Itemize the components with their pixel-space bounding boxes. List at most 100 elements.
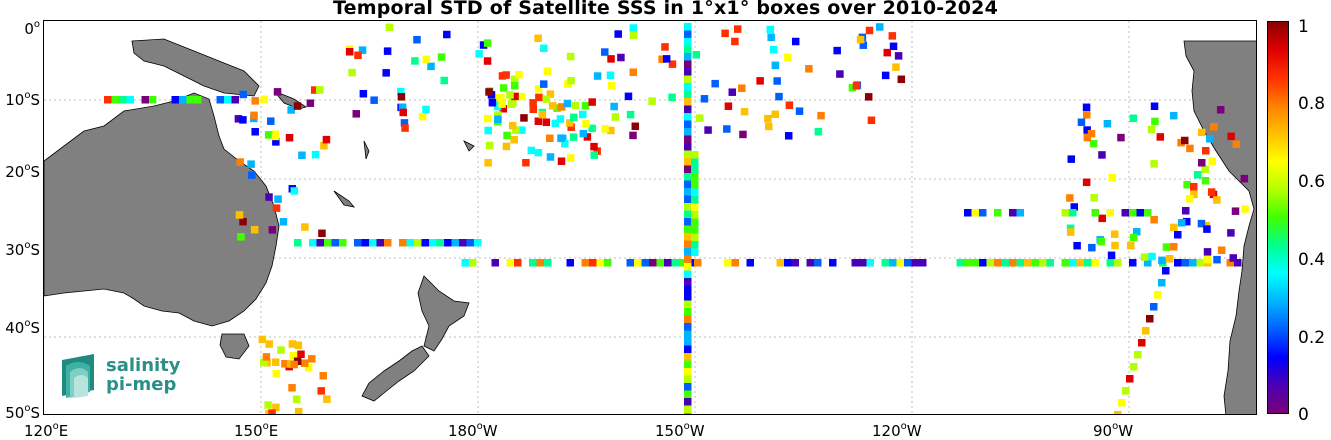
std-box bbox=[239, 116, 247, 124]
std-box bbox=[588, 124, 596, 133]
std-box bbox=[684, 270, 692, 278]
std-box bbox=[684, 165, 692, 173]
std-box bbox=[1144, 259, 1152, 267]
std-box bbox=[593, 72, 602, 80]
std-box bbox=[1208, 157, 1217, 165]
std-box bbox=[684, 98, 692, 106]
std-box bbox=[461, 259, 469, 267]
std-box bbox=[443, 30, 451, 39]
std-box bbox=[194, 96, 202, 104]
std-box bbox=[684, 105, 692, 113]
std-box bbox=[499, 105, 508, 113]
std-box bbox=[1127, 241, 1135, 250]
std-box bbox=[300, 359, 309, 367]
std-box bbox=[668, 60, 677, 68]
std-box bbox=[864, 93, 873, 101]
std-box bbox=[483, 57, 492, 65]
std-box bbox=[606, 71, 615, 79]
std-box bbox=[553, 104, 561, 112]
std-box bbox=[298, 151, 306, 160]
std-box bbox=[534, 117, 543, 125]
std-box bbox=[290, 187, 299, 195]
std-box bbox=[567, 77, 575, 85]
std-box bbox=[684, 113, 692, 121]
std-box bbox=[503, 131, 511, 140]
std-box bbox=[483, 39, 492, 47]
std-box bbox=[1134, 351, 1142, 359]
std-box bbox=[1073, 241, 1081, 250]
std-box bbox=[1061, 209, 1069, 217]
std-box bbox=[292, 395, 301, 404]
std-box bbox=[1087, 129, 1096, 138]
std-box bbox=[766, 25, 775, 34]
std-box bbox=[911, 259, 919, 267]
std-box bbox=[385, 23, 394, 32]
std-box bbox=[1088, 243, 1096, 252]
std-box bbox=[1151, 117, 1159, 126]
std-box bbox=[691, 151, 699, 159]
std-box bbox=[684, 353, 692, 361]
std-box bbox=[529, 259, 537, 267]
std-box bbox=[534, 148, 543, 157]
std-box bbox=[691, 211, 699, 219]
std-box bbox=[601, 125, 609, 133]
std-box bbox=[684, 180, 692, 188]
std-box bbox=[250, 111, 258, 120]
std-box bbox=[289, 351, 298, 360]
std-box bbox=[723, 125, 731, 133]
std-box bbox=[1083, 133, 1092, 142]
std-box bbox=[919, 259, 927, 267]
std-box bbox=[540, 44, 548, 53]
std-box bbox=[590, 151, 598, 159]
std-box bbox=[700, 95, 709, 103]
std-box bbox=[1203, 248, 1212, 256]
std-box bbox=[684, 128, 692, 136]
std-box bbox=[563, 99, 572, 108]
std-box bbox=[459, 239, 467, 247]
std-box bbox=[684, 368, 692, 376]
std-box bbox=[721, 29, 729, 38]
std-box bbox=[684, 308, 692, 316]
std-box bbox=[440, 76, 448, 85]
std-box bbox=[1227, 229, 1235, 237]
std-box bbox=[1117, 133, 1125, 142]
new-caledonia-land bbox=[333, 190, 356, 208]
std-box bbox=[1181, 259, 1189, 267]
std-box bbox=[264, 401, 272, 409]
std-box bbox=[785, 101, 794, 109]
std-box bbox=[484, 114, 492, 123]
std-box bbox=[684, 285, 692, 293]
std-box bbox=[986, 259, 994, 267]
std-box bbox=[497, 93, 505, 102]
std-box bbox=[1170, 243, 1178, 251]
std-box bbox=[956, 259, 964, 267]
std-box bbox=[791, 37, 800, 46]
std-boxes bbox=[104, 23, 1249, 414]
std-box bbox=[400, 119, 409, 127]
std-box bbox=[791, 259, 799, 267]
std-box bbox=[724, 102, 733, 110]
std-box bbox=[829, 259, 837, 267]
std-box bbox=[979, 209, 987, 217]
std-box bbox=[548, 102, 557, 110]
std-box bbox=[514, 259, 522, 267]
colorbar-label-0-6: 0.6 bbox=[1298, 172, 1326, 192]
std-box bbox=[308, 355, 316, 363]
std-box bbox=[881, 259, 889, 267]
std-box bbox=[1129, 114, 1138, 123]
std-box bbox=[251, 97, 259, 105]
std-box bbox=[1066, 228, 1075, 236]
std-box bbox=[491, 259, 499, 267]
std-box bbox=[684, 75, 692, 83]
std-box bbox=[1182, 217, 1191, 226]
std-box bbox=[515, 71, 523, 79]
std-box bbox=[593, 147, 601, 155]
std-box bbox=[273, 88, 282, 96]
std-box bbox=[731, 37, 739, 46]
std-box bbox=[1106, 209, 1114, 217]
std-box bbox=[437, 53, 446, 61]
std-box bbox=[691, 196, 699, 204]
std-box bbox=[883, 48, 892, 57]
std-box bbox=[629, 131, 637, 140]
std-box bbox=[684, 375, 692, 383]
